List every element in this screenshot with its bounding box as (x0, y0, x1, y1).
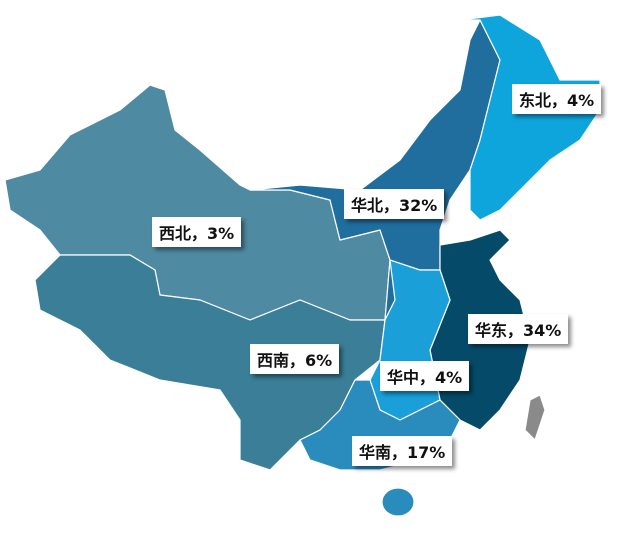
taiwan (524, 394, 546, 441)
region-label: 华南，17% (352, 436, 453, 466)
region-label: 华北，32% (344, 189, 445, 219)
region-label: 东北，4% (512, 84, 602, 114)
region-label: 西南，6% (250, 344, 340, 374)
region-label: 华中，4% (380, 361, 470, 391)
region-northeast (459, 14, 601, 221)
region-label: 西北，3% (152, 217, 242, 247)
region-label: 华东，34% (468, 314, 569, 344)
hainan (381, 487, 415, 517)
region-north (249, 19, 501, 321)
